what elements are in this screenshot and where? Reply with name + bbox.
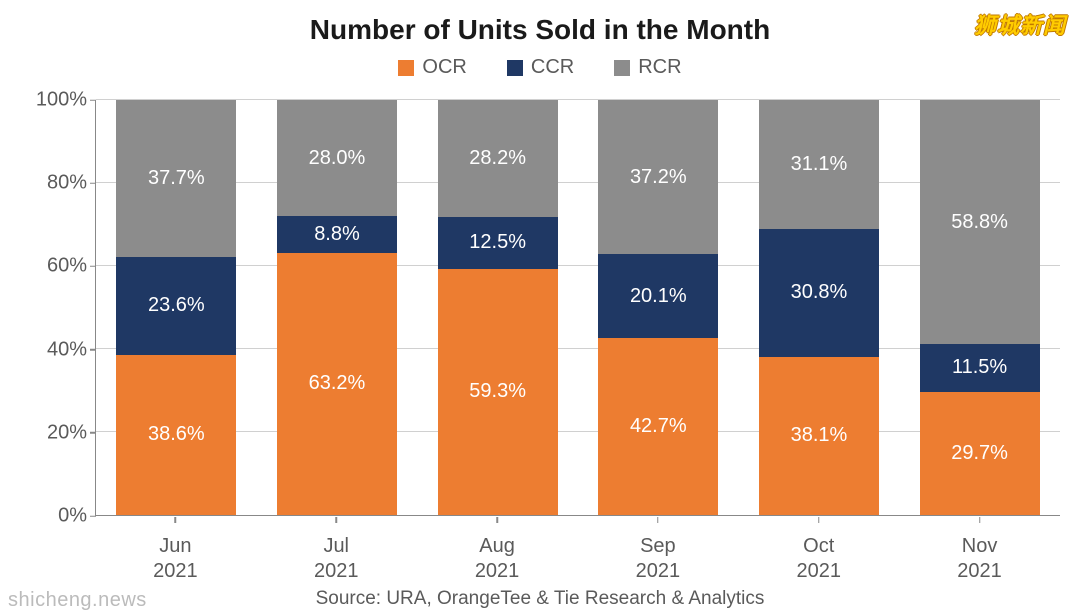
y-tick-label: 60%: [47, 255, 87, 278]
bar-segment-ccr: 12.5%: [438, 217, 558, 269]
chart-container: Number of Units Sold in the Month OCR CCR…: [0, 0, 1080, 616]
legend-item-ccr: CCR: [507, 56, 574, 79]
bar-group: 38.6% 23.6% 37.7%: [116, 100, 236, 515]
segment-value-label: 8.8%: [314, 223, 360, 246]
segment-value-label: 38.6%: [148, 423, 205, 446]
x-axis-labels: Jun2021Jul2021Aug2021Sep2021Oct2021Nov20…: [95, 526, 1060, 586]
x-category-label: Aug2021: [437, 526, 557, 586]
x-label-line1: Jul: [276, 534, 396, 559]
plot-area: 38.6% 23.6% 37.7% 63.2% 8.8% 28.0% 59.3% 12.5% 2…: [95, 100, 1060, 516]
x-label-line2: 2021: [276, 559, 396, 584]
stacked-bar: 29.7% 11.5% 58.8%: [920, 100, 1040, 515]
bar-segment-ocr: 42.7%: [598, 338, 718, 515]
y-tick-label: 100%: [36, 89, 87, 112]
segment-value-label: 38.1%: [791, 424, 848, 447]
segment-value-label: 37.7%: [148, 167, 205, 190]
bar-segment-ocr: 63.2%: [277, 253, 397, 515]
bar-segment-rcr: 28.2%: [438, 100, 558, 217]
y-tick-label: 40%: [47, 338, 87, 361]
legend-swatch: [614, 60, 630, 76]
legend-swatch: [398, 60, 414, 76]
bars-area: 38.6% 23.6% 37.7% 63.2% 8.8% 28.0% 59.3% 12.5% 2…: [96, 100, 1060, 515]
bar-segment-ocr: 38.6%: [116, 355, 236, 515]
y-tick-label: 0%: [58, 505, 87, 528]
legend-item-ocr: OCR: [398, 56, 466, 79]
x-tick-mark: [175, 517, 177, 523]
bar-segment-ocr: 29.7%: [920, 392, 1040, 515]
legend-label: RCR: [638, 56, 681, 79]
x-label-line1: Nov: [920, 534, 1040, 559]
segment-value-label: 37.2%: [630, 166, 687, 189]
segment-value-label: 20.1%: [630, 285, 687, 308]
segment-value-label: 28.2%: [469, 147, 526, 170]
bar-segment-ccr: 8.8%: [277, 216, 397, 253]
x-label-line1: Jun: [115, 534, 235, 559]
segment-value-label: 29.7%: [951, 442, 1008, 465]
x-category-label: Sep2021: [598, 526, 718, 586]
stacked-bar: 38.6% 23.6% 37.7%: [116, 100, 236, 515]
segment-value-label: 23.6%: [148, 294, 205, 317]
segment-value-label: 12.5%: [469, 231, 526, 254]
stacked-bar: 63.2% 8.8% 28.0%: [277, 100, 397, 515]
bar-segment-ccr: 23.6%: [116, 257, 236, 355]
x-category-label: Jul2021: [276, 526, 396, 586]
bar-segment-rcr: 37.2%: [598, 100, 718, 254]
y-axis: 0%20%40%60%80%100%: [0, 100, 95, 516]
x-label-line1: Aug: [437, 534, 557, 559]
watermark-top-right: 狮城新闻: [974, 8, 1066, 40]
segment-value-label: 63.2%: [309, 372, 366, 395]
x-label-line2: 2021: [115, 559, 235, 584]
legend: OCR CCR RCR: [0, 52, 1080, 87]
segment-value-label: 59.3%: [469, 380, 526, 403]
source-footnote: Source: URA, OrangeTee & Tie Research & …: [0, 588, 1080, 610]
y-tick-label: 80%: [47, 172, 87, 195]
x-label-line1: Sep: [598, 534, 718, 559]
legend-label: CCR: [531, 56, 574, 79]
bar-group: 59.3% 12.5% 28.2%: [438, 100, 558, 515]
bar-segment-rcr: 28.0%: [277, 100, 397, 216]
segment-value-label: 11.5%: [952, 356, 1007, 379]
x-tick-mark: [496, 517, 498, 523]
x-label-line2: 2021: [920, 559, 1040, 584]
bar-segment-rcr: 58.8%: [920, 100, 1040, 344]
bar-group: 29.7% 11.5% 58.8%: [920, 100, 1040, 515]
segment-value-label: 58.8%: [951, 211, 1008, 234]
x-tick-mark: [657, 517, 659, 523]
segment-value-label: 31.1%: [791, 153, 848, 176]
legend-label: OCR: [422, 56, 466, 79]
x-tick-mark: [818, 517, 820, 523]
bar-segment-rcr: 31.1%: [759, 100, 879, 229]
segment-value-label: 42.7%: [630, 415, 687, 438]
bar-group: 63.2% 8.8% 28.0%: [277, 100, 397, 515]
x-label-line1: Oct: [759, 534, 879, 559]
segment-value-label: 28.0%: [309, 147, 366, 170]
bar-segment-ccr: 20.1%: [598, 254, 718, 337]
bar-segment-ccr: 11.5%: [920, 344, 1040, 392]
x-category-label: Jun2021: [115, 526, 235, 586]
x-category-label: Oct2021: [759, 526, 879, 586]
bar-group: 42.7% 20.1% 37.2%: [598, 100, 718, 515]
x-tick-mark: [979, 517, 981, 523]
y-tick-label: 20%: [47, 421, 87, 444]
x-label-line2: 2021: [598, 559, 718, 584]
bar-segment-ocr: 38.1%: [759, 357, 879, 515]
stacked-bar: 42.7% 20.1% 37.2%: [598, 100, 718, 515]
legend-swatch: [507, 60, 523, 76]
stacked-bar: 38.1% 30.8% 31.1%: [759, 100, 879, 515]
bar-segment-ocr: 59.3%: [438, 269, 558, 515]
x-label-line2: 2021: [759, 559, 879, 584]
bar-group: 38.1% 30.8% 31.1%: [759, 100, 879, 515]
x-category-label: Nov2021: [920, 526, 1040, 586]
bar-segment-ccr: 30.8%: [759, 229, 879, 357]
watermark-bottom-left: shicheng.news: [8, 589, 147, 612]
segment-value-label: 30.8%: [791, 281, 848, 304]
bar-segment-rcr: 37.7%: [116, 100, 236, 256]
chart-title: Number of Units Sold in the Month: [0, 0, 1080, 52]
legend-item-rcr: RCR: [614, 56, 681, 79]
x-label-line2: 2021: [437, 559, 557, 584]
x-tick-mark: [335, 517, 337, 523]
stacked-bar: 59.3% 12.5% 28.2%: [438, 100, 558, 515]
